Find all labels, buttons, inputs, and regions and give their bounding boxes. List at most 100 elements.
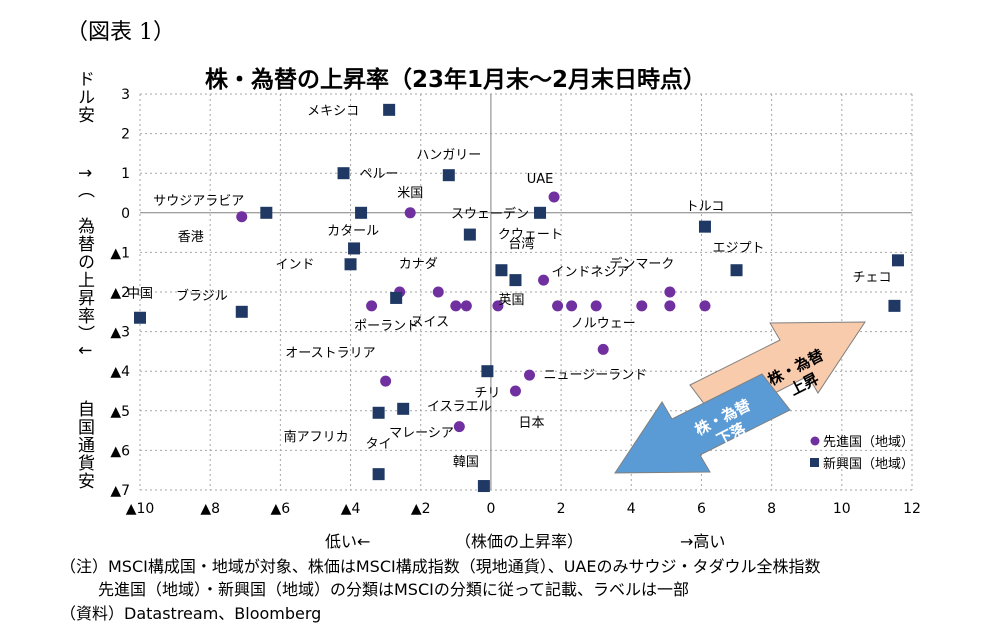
- developed-point: [492, 300, 504, 312]
- developed-point: [664, 300, 676, 312]
- gridlines: [139, 93, 913, 491]
- developed-point: [566, 300, 578, 312]
- y-tick-label: ▲2: [110, 285, 130, 301]
- y-tick-label: ▲5: [110, 404, 130, 420]
- developed-point: [380, 375, 392, 387]
- emerging-point: [344, 258, 357, 271]
- y-tick-label: 2: [121, 127, 130, 143]
- point-label: 米国: [397, 186, 423, 201]
- emerging-point: [463, 228, 476, 241]
- point-label: イスラエル: [427, 400, 492, 415]
- footnote-classification-note: 先進国（地域）・新興国（地域）の分類はMSCIの分類に従って記載、ラベルは一部: [98, 580, 690, 599]
- point-label: 韓国: [453, 455, 479, 470]
- x-tick-label: ▲8: [200, 501, 220, 517]
- developed-point: [453, 421, 465, 433]
- point-label: スイス: [411, 315, 450, 330]
- emerging-point: [397, 402, 410, 415]
- point-label: チリ: [474, 386, 500, 401]
- x-tick-label: 2: [557, 501, 566, 517]
- developed-point: [404, 207, 416, 219]
- legend: 先進国（地域） 新興国（地域）: [810, 435, 914, 472]
- x-axis-label: （株価の上昇率）: [455, 532, 584, 551]
- x-tick-label: ▲2: [411, 501, 431, 517]
- x-tick-label: 0: [486, 501, 495, 517]
- point-label: マレーシア: [389, 426, 454, 441]
- point-label: メキシコ: [307, 104, 359, 119]
- y-tick-label: ▲6: [110, 443, 130, 459]
- point-label: スウェーデン: [451, 206, 529, 222]
- emerging-point: [355, 206, 368, 219]
- x-tick-label: 6: [697, 501, 706, 517]
- emerging-point: [134, 311, 146, 324]
- emerging-point: [698, 220, 711, 233]
- developed-point: [236, 211, 248, 223]
- point-label: インド: [276, 257, 315, 272]
- emerging-point: [888, 299, 901, 312]
- point-label: トルコ: [686, 200, 725, 215]
- x-tick-label: 4: [627, 501, 636, 517]
- chart-title: 株・為替の上昇率（23年1月末～2月末日時点）: [205, 67, 707, 93]
- point-label: 香港: [178, 230, 204, 245]
- point-label: カタール: [327, 224, 379, 239]
- developed-point: [664, 286, 676, 298]
- point-label: ニュージーランド: [544, 368, 648, 383]
- emerging-point: [390, 291, 403, 304]
- legend-emerging-marker: [810, 458, 819, 467]
- y-tick-label: 0: [121, 206, 130, 222]
- x-tick-label: ▲4: [341, 501, 361, 517]
- emerging-point: [260, 206, 273, 219]
- emerging-point: [495, 264, 508, 277]
- y-tick-label: ▲4: [110, 364, 130, 380]
- emerging-point: [477, 480, 490, 493]
- y-tick-label: ▲1: [110, 245, 130, 261]
- x-tick-label: ▲6: [271, 501, 291, 517]
- emerging-point: [509, 274, 522, 287]
- developed-point: [552, 300, 564, 312]
- point-label: チェコ: [852, 270, 891, 285]
- point-label: デンマーク: [609, 256, 674, 272]
- point-label: ブラジル: [176, 288, 228, 304]
- point-label: 南アフリカ: [284, 429, 349, 445]
- emerging-point: [383, 103, 396, 116]
- point-label: ペルー: [360, 167, 399, 182]
- emerging-point: [348, 242, 361, 255]
- point-label: クウェート: [498, 228, 563, 243]
- legend-developed-marker: [810, 436, 820, 446]
- point-label: エジプト: [713, 241, 765, 256]
- point-label: サウジアラビア: [153, 194, 244, 209]
- x-axis-note-low: 低い←: [325, 532, 371, 551]
- developed-point: [509, 385, 521, 397]
- emerging-point: [730, 264, 743, 277]
- x-tick-label: 12: [903, 501, 921, 517]
- developed-point: [636, 300, 648, 312]
- developed-point: [538, 274, 550, 286]
- point-label: 中国: [127, 287, 153, 302]
- developed-point: [460, 300, 472, 312]
- emerging-point: [891, 254, 904, 267]
- developed-point: [699, 300, 711, 312]
- legend-developed-label: 先進国（地域）: [823, 435, 914, 450]
- developed-point: [524, 369, 536, 381]
- point-label: オーストラリア: [285, 346, 375, 361]
- figure-number: （図表 1）: [66, 20, 175, 45]
- point-label: 台湾: [508, 236, 534, 252]
- x-tick-label: 10: [833, 501, 851, 517]
- point-label: 英国: [499, 293, 525, 308]
- developed-point: [597, 343, 609, 355]
- y-axis-label-middle: ↑（ 為替の上昇率）↓: [74, 166, 94, 359]
- x-tick-label: ▲10: [126, 501, 155, 517]
- point-label: ポーランド: [354, 319, 419, 334]
- footnote-source-note: （注）MSCI構成国・地域が対象、株価はMSCI構成指数（現地通貨）、UAEのみ…: [60, 557, 821, 576]
- developed-point: [548, 191, 560, 203]
- fall-arrow: [614, 373, 791, 474]
- point-label: ノルウェー: [571, 316, 636, 331]
- point-label: タイ: [366, 437, 392, 452]
- developed-point: [432, 286, 444, 298]
- emerging-point: [442, 169, 455, 182]
- emerging-point: [337, 167, 350, 180]
- emerging-point: [534, 206, 547, 219]
- footnote-data-source: （資料）Datastream、Bloomberg: [60, 604, 322, 623]
- y-axis-label-bottom: 自国通貨安: [74, 400, 94, 490]
